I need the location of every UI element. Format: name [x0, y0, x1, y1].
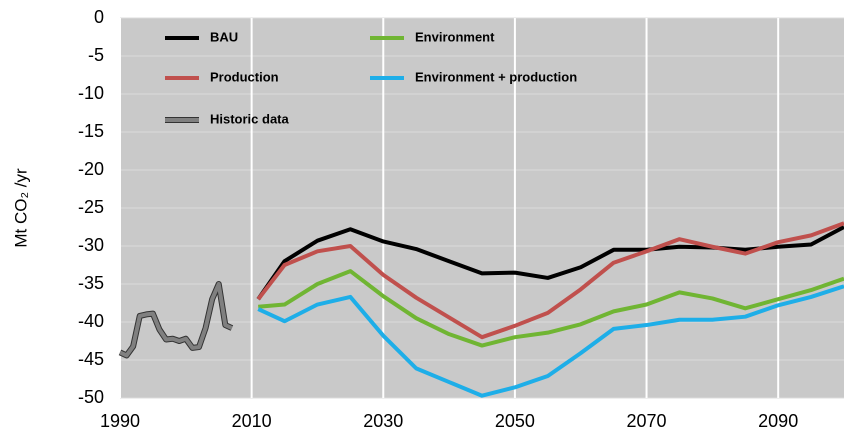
y-tick-label: -15: [78, 121, 104, 141]
x-tick-label: 2030: [363, 411, 403, 431]
x-tick-label: 2090: [758, 411, 798, 431]
legend-label: BAU: [210, 29, 238, 44]
legend-label: Environment: [415, 29, 495, 44]
x-tick-label: 1990: [100, 411, 140, 431]
series-line: [258, 269, 844, 348]
y-tick-label: -30: [78, 235, 104, 255]
y-tick-label: -40: [78, 311, 104, 331]
series-line: [256, 221, 844, 340]
y-tick-label: -25: [78, 197, 104, 217]
series-line: [257, 284, 844, 398]
x-tick-label: 2070: [627, 411, 667, 431]
y-tick-label: 0: [94, 7, 104, 27]
y-tick-label: -35: [78, 273, 104, 293]
x-tick-label: 2050: [495, 411, 535, 431]
y-tick-label: -20: [78, 159, 104, 179]
series-line: [119, 282, 233, 358]
legend-label: Production: [210, 69, 279, 84]
y-tick-label: -45: [78, 349, 104, 369]
y-tick-label: -50: [78, 387, 104, 407]
y-tick-label: -10: [78, 83, 104, 103]
legend-label: Historic data: [210, 111, 290, 126]
series-line: [256, 225, 844, 301]
y-axis-label: Mt CO₂ /yr: [11, 168, 30, 248]
x-tick-label: 2010: [232, 411, 272, 431]
y-tick-label: -5: [88, 45, 104, 65]
legend-label: Environment + production: [415, 69, 577, 84]
